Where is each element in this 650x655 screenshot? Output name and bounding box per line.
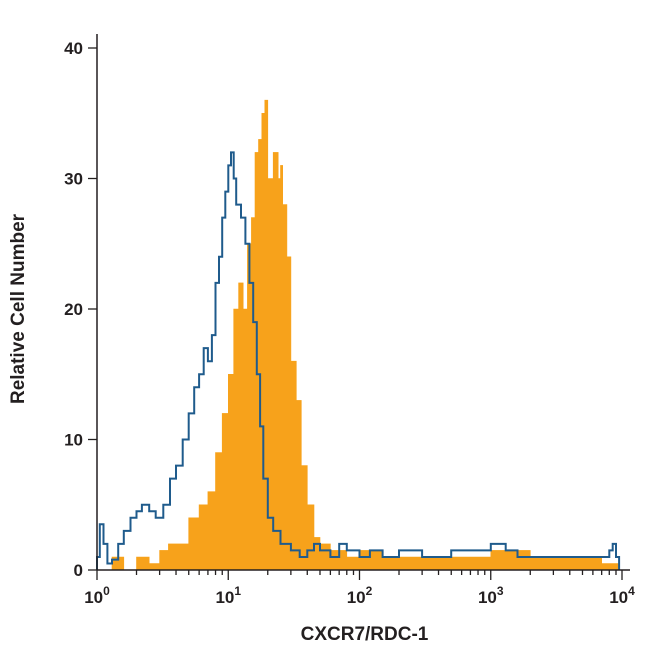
y-tick-label: 30 bbox=[64, 170, 83, 189]
y-tick-label: 10 bbox=[64, 431, 83, 450]
series-filled-histogram bbox=[97, 99, 620, 571]
x-axis-title: CXCR7/RDC-1 bbox=[301, 624, 429, 645]
x-tick-label: 104 bbox=[609, 584, 635, 607]
y-tick-label: 0 bbox=[74, 561, 83, 580]
y-ticks: 0 10 20 30 40 bbox=[64, 39, 97, 580]
x-ticks: 100 101 102 103 104 bbox=[84, 570, 635, 607]
series-layer bbox=[96, 99, 621, 571]
y-axis-title: Relative Cell Number bbox=[8, 213, 29, 404]
series-outline-histogram bbox=[96, 151, 621, 570]
y-tick-label: 20 bbox=[64, 300, 83, 319]
x-tick-label: 102 bbox=[347, 584, 373, 607]
x-tick-label: 100 bbox=[84, 584, 110, 607]
x-tick-label: 101 bbox=[215, 584, 241, 607]
y-tick-label: 40 bbox=[64, 39, 83, 58]
x-tick-label: 103 bbox=[478, 584, 504, 607]
